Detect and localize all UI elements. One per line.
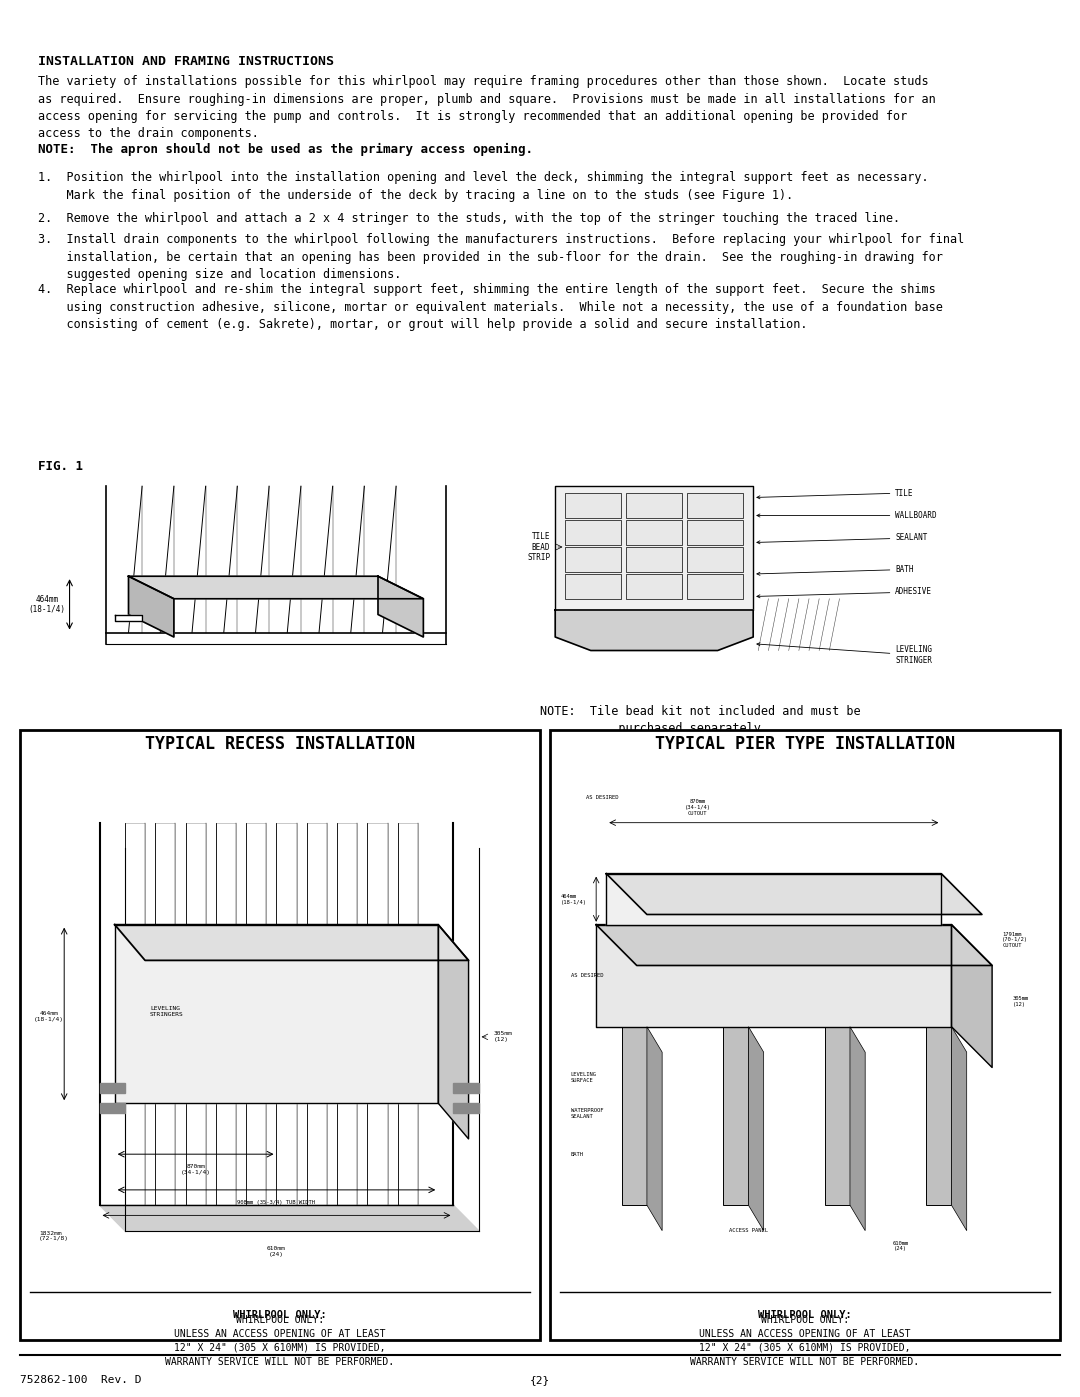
Polygon shape — [246, 823, 267, 1206]
Polygon shape — [276, 823, 297, 1206]
Text: 305mm
(12): 305mm (12) — [1012, 996, 1028, 1007]
Polygon shape — [156, 823, 175, 1206]
Text: 870mm
(34-1/4): 870mm (34-1/4) — [180, 1164, 211, 1175]
Polygon shape — [555, 610, 753, 651]
Text: AS DESIRED: AS DESIRED — [570, 974, 604, 978]
Polygon shape — [555, 486, 753, 610]
Text: 870mm
(34-1/4)
CUTOUT: 870mm (34-1/4) CUTOUT — [685, 799, 711, 816]
Polygon shape — [307, 823, 327, 1206]
Polygon shape — [850, 1027, 865, 1231]
Polygon shape — [99, 1206, 478, 1231]
Text: WHIRLPOOL ONLY:: WHIRLPOOL ONLY: — [233, 1310, 327, 1320]
Bar — [626, 493, 683, 518]
Text: 610mm
(24): 610mm (24) — [267, 1246, 286, 1257]
Polygon shape — [125, 823, 145, 1206]
Text: SEALANT: SEALANT — [757, 534, 928, 543]
Text: TYPICAL PIER TYPE INSTALLATION: TYPICAL PIER TYPE INSTALLATION — [654, 735, 955, 753]
Polygon shape — [378, 576, 423, 637]
Polygon shape — [186, 823, 205, 1206]
Polygon shape — [114, 925, 469, 960]
Text: WHIRLPOOL ONLY:
UNLESS AN ACCESS OPENING OF AT LEAST
12" X 24" (305 X 610MM) IS : WHIRLPOOL ONLY: UNLESS AN ACCESS OPENING… — [165, 1315, 394, 1368]
Polygon shape — [724, 1027, 748, 1206]
Polygon shape — [596, 925, 951, 1027]
Polygon shape — [748, 1027, 764, 1231]
Text: 305mm
(12): 305mm (12) — [494, 1031, 513, 1042]
Polygon shape — [99, 1083, 125, 1092]
Bar — [626, 548, 683, 571]
Text: ADHESIVE: ADHESIVE — [757, 588, 932, 598]
Polygon shape — [951, 925, 993, 1067]
Text: LEVELING
STRINGER: LEVELING STRINGER — [757, 643, 932, 665]
Text: TYPICAL RECESS INSTALLATION: TYPICAL RECESS INSTALLATION — [145, 735, 415, 753]
Polygon shape — [596, 925, 993, 965]
Text: AS DESIRED: AS DESIRED — [586, 795, 619, 799]
Bar — [626, 574, 683, 599]
Text: NOTE:  The apron should not be used as the primary access opening.: NOTE: The apron should not be used as th… — [38, 142, 534, 156]
Polygon shape — [216, 823, 237, 1206]
Text: FIG. 1: FIG. 1 — [38, 460, 83, 474]
Polygon shape — [397, 823, 418, 1206]
Polygon shape — [606, 873, 942, 925]
Text: 4.  Replace whirlpool and re-shim the integral support feet, shimming the entire: 4. Replace whirlpool and re-shim the int… — [38, 284, 943, 331]
Polygon shape — [951, 1027, 967, 1231]
Bar — [566, 574, 621, 599]
Polygon shape — [114, 615, 143, 622]
Text: BATH: BATH — [570, 1151, 584, 1157]
Polygon shape — [114, 925, 438, 1104]
Polygon shape — [622, 1027, 647, 1206]
Bar — [626, 520, 683, 545]
Polygon shape — [367, 823, 388, 1206]
Polygon shape — [99, 1104, 125, 1113]
Bar — [566, 493, 621, 518]
Text: WALLBOARD: WALLBOARD — [757, 511, 937, 520]
Text: WHIRLPOOL ONLY:: WHIRLPOOL ONLY: — [758, 1310, 852, 1320]
Text: 1791mm
(70-1/2)
CUTOUT: 1791mm (70-1/2) CUTOUT — [1002, 932, 1028, 949]
FancyBboxPatch shape — [21, 731, 540, 1340]
Text: 3.  Install drain components to the whirlpool following the manufacturers instru: 3. Install drain components to the whirl… — [38, 233, 964, 281]
Bar — [687, 520, 743, 545]
Text: 2.  Remove the whirlpool and attach a 2 x 4 stringer to the studs, with the top : 2. Remove the whirlpool and attach a 2 x… — [38, 212, 900, 225]
Polygon shape — [337, 823, 357, 1206]
Bar — [566, 520, 621, 545]
Bar — [566, 548, 621, 571]
Polygon shape — [129, 576, 423, 599]
Text: WATERPROOF
SEALANT: WATERPROOF SEALANT — [570, 1108, 604, 1119]
Text: The variety of installations possible for this whirlpool may require framing pro: The variety of installations possible fo… — [38, 75, 935, 141]
Text: WHIRLPOOL ONLY:
UNLESS AN ACCESS OPENING OF AT LEAST
12" X 24" (305 X 610MM) IS : WHIRLPOOL ONLY: UNLESS AN ACCESS OPENING… — [690, 1315, 919, 1368]
Polygon shape — [454, 1083, 478, 1092]
Text: 1832mm
(72-1/8): 1832mm (72-1/8) — [39, 1231, 69, 1242]
Bar — [687, 574, 743, 599]
Text: TILE: TILE — [757, 489, 914, 499]
FancyBboxPatch shape — [550, 731, 1059, 1340]
Polygon shape — [825, 1027, 850, 1206]
Text: 908mm (35-3/4) TUB WIDTH: 908mm (35-3/4) TUB WIDTH — [238, 1200, 315, 1206]
Text: 752862-100  Rev. D: 752862-100 Rev. D — [21, 1375, 141, 1384]
Polygon shape — [927, 1027, 951, 1206]
Polygon shape — [129, 576, 174, 637]
Polygon shape — [606, 873, 982, 915]
Text: LEVELING
STRINGERS: LEVELING STRINGERS — [150, 1006, 184, 1017]
Text: 464mm
(18-1/4): 464mm (18-1/4) — [35, 1011, 64, 1021]
Polygon shape — [438, 925, 469, 1139]
Bar — [687, 493, 743, 518]
Text: ACCESS PANEL: ACCESS PANEL — [729, 1228, 768, 1234]
Text: {2}: {2} — [530, 1375, 550, 1384]
Text: TILE
BEAD
STRIP: TILE BEAD STRIP — [527, 532, 550, 562]
Text: 610mm
(24): 610mm (24) — [892, 1241, 909, 1252]
Text: INSTALLATION AND FRAMING INSTRUCTIONS: INSTALLATION AND FRAMING INSTRUCTIONS — [38, 54, 334, 68]
Text: LEVELING
SURFACE: LEVELING SURFACE — [570, 1073, 597, 1083]
Text: TYPICAL RECESS INSTALLATION: TYPICAL RECESS INSTALLATION — [145, 735, 415, 753]
Text: NOTE:  Tile bead kit not included and must be
           purchased separately.: NOTE: Tile bead kit not included and mus… — [540, 705, 861, 735]
Text: BATH: BATH — [757, 564, 914, 576]
Polygon shape — [454, 1104, 478, 1113]
Polygon shape — [647, 1027, 662, 1231]
Text: 464mm
(18-1/4): 464mm (18-1/4) — [28, 595, 66, 615]
Bar — [687, 548, 743, 571]
Text: 1.  Position the whirlpool into the installation opening and level the deck, shi: 1. Position the whirlpool into the insta… — [38, 170, 929, 201]
Text: 464mm
(18-1/4): 464mm (18-1/4) — [561, 894, 586, 905]
